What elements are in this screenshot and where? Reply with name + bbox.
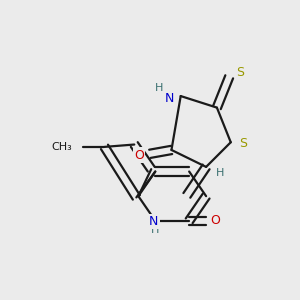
Text: H: H xyxy=(216,168,224,178)
Text: O: O xyxy=(210,214,220,227)
Text: N: N xyxy=(149,215,158,228)
Text: H: H xyxy=(155,83,163,93)
Text: O: O xyxy=(134,149,144,162)
Text: S: S xyxy=(236,67,244,80)
Text: H: H xyxy=(151,225,160,235)
Text: N: N xyxy=(165,92,175,105)
Text: CH₃: CH₃ xyxy=(51,142,72,152)
Text: S: S xyxy=(239,137,247,150)
